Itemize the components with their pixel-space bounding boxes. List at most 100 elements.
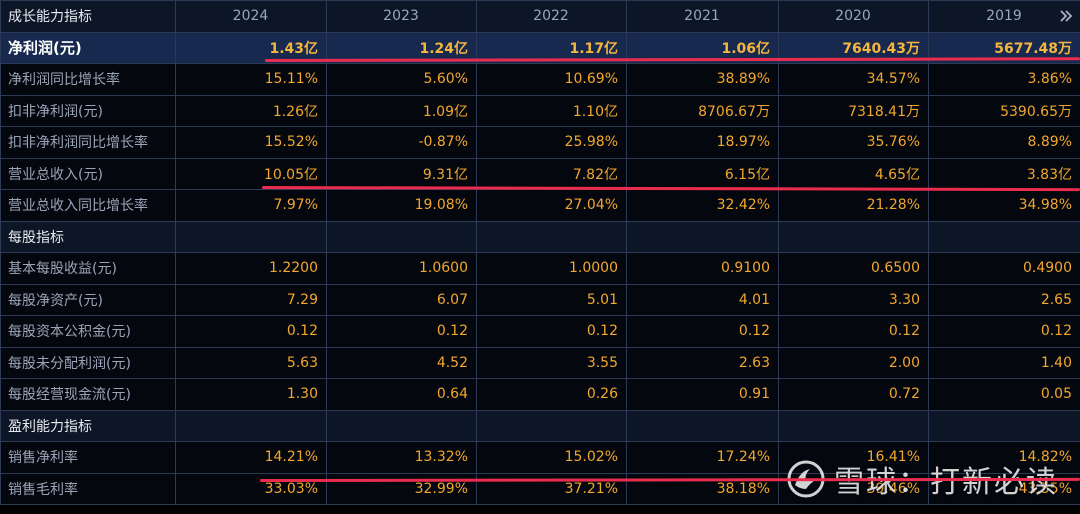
metric-label: 扣非净利润(元): [0, 94, 176, 127]
metric-label: 营业总收入(元): [0, 157, 176, 190]
metric-value-cell: 3.55: [476, 346, 627, 379]
metric-value-cell: [626, 409, 779, 442]
table-row[interactable]: 扣非净利润同比增长率 15.52% -0.87% 25.98% 18.97% 35.76%…: [0, 126, 1080, 159]
metric-value-cell: 18.97%: [626, 126, 779, 159]
metric-value-cell: 32.99%: [326, 472, 477, 505]
section-title: 盈利能力指标: [0, 409, 176, 442]
year-header[interactable]: 2022: [476, 0, 627, 33]
metric-label: 扣非净利润同比增长率: [0, 126, 176, 159]
table-title: 成长能力指标: [0, 0, 176, 33]
metric-value-cell: 5.01: [476, 283, 627, 316]
metric-value-cell: 0.12: [626, 315, 779, 348]
table-row[interactable]: 每股资本公积金(元) 0.12 0.12 0.12 0.12 0.12 0.12: [0, 315, 1080, 348]
metric-value-cell: -0.87%: [326, 126, 477, 159]
double-chevron-right-icon[interactable]: [1058, 8, 1074, 24]
metric-value-cell: 3.83亿: [928, 157, 1080, 190]
table-row[interactable]: 营业总收入同比增长率 7.97% 19.08% 27.04% 32.42% 21.28% 3…: [0, 189, 1080, 222]
table-row[interactable]: 净利润同比增长率 15.11% 5.60% 10.69% 38.89% 34.57% 3.8…: [0, 63, 1080, 96]
metric-value-cell: 10.69%: [476, 63, 627, 96]
table-row[interactable]: 基本每股收益(元) 1.2200 1.0600 1.0000 0.9100 0.6500 0…: [0, 252, 1080, 285]
metric-value-cell: 3.30: [778, 283, 929, 316]
year-header[interactable]: 2023: [326, 0, 477, 33]
metric-value-cell: 38.89%: [626, 63, 779, 96]
metric-value-cell: 0.91: [626, 378, 779, 411]
metric-value-cell: 1.40: [928, 346, 1080, 379]
metric-label: 销售净利率: [0, 441, 176, 474]
table-row[interactable]: 每股净资产(元) 7.29 6.07 5.01 4.01 3.30 2.65: [0, 283, 1080, 316]
metric-label: 每股经营现金流(元): [0, 378, 176, 411]
metric-value-cell: 4.65亿: [778, 157, 929, 190]
metric-value-cell: 15.52%: [175, 126, 327, 159]
metric-value-cell: 1.09亿: [326, 94, 477, 127]
metric-value-cell: 1.0000: [476, 252, 627, 285]
metric-value-cell: 10.05亿: [175, 157, 327, 190]
section-header-row: 每股指标: [0, 220, 1080, 253]
metric-value-cell: 35.76%: [778, 126, 929, 159]
metric-label: 每股未分配利润(元): [0, 346, 176, 379]
metric-value-cell: 2.65: [928, 283, 1080, 316]
metric-value-cell: 19.08%: [326, 189, 477, 222]
metric-value-cell: 15.02%: [476, 441, 627, 474]
metric-value-cell: 0.12: [928, 315, 1080, 348]
metric-value-cell: [326, 409, 477, 442]
metric-value-cell: 3.86%: [928, 63, 1080, 96]
metric-value-cell: 2.00: [778, 346, 929, 379]
year-header[interactable]: 2020: [778, 0, 929, 33]
table-row[interactable]: 销售净利率 14.21% 13.32% 15.02% 17.24% 16.41% 14.82…: [0, 441, 1080, 474]
watermark-text: 雪球：打新必读: [834, 465, 1058, 500]
metric-label: 每股资本公积金(元): [0, 315, 176, 348]
metric-value-cell: 0.12: [326, 315, 477, 348]
metric-value-cell: 7318.41万: [778, 94, 929, 127]
metric-value-cell: [175, 220, 327, 253]
metric-value-cell: 0.12: [175, 315, 327, 348]
table-row[interactable]: 扣非净利润(元) 1.26亿 1.09亿 1.10亿 8706.67万 7318.41万 5…: [0, 94, 1080, 127]
metric-value-cell: 5.63: [175, 346, 327, 379]
metric-label: 营业总收入同比增长率: [0, 189, 176, 222]
metric-value-cell: 27.04%: [476, 189, 627, 222]
table-row[interactable]: 每股未分配利润(元) 5.63 4.52 3.55 2.63 2.00 1.40: [0, 346, 1080, 379]
table-body: 净利润(元) 1.43亿 1.24亿 1.17亿 1.06亿 7640.43万 5677.4…: [0, 31, 1080, 505]
table-row[interactable]: 每股经营现金流(元) 1.30 0.64 0.26 0.91 0.72 0.05: [0, 378, 1080, 411]
metric-value-cell: 21.28%: [778, 189, 929, 222]
section-header-row: 盈利能力指标: [0, 409, 1080, 442]
metric-value-cell: 1.10亿: [476, 94, 627, 127]
metric-value-cell: 7.29: [175, 283, 327, 316]
metric-value-cell: 8706.67万: [626, 94, 779, 127]
metric-value-cell: 0.72: [778, 378, 929, 411]
metric-value-cell: 1.26亿: [175, 94, 327, 127]
metric-value-cell: 0.05: [928, 378, 1080, 411]
metric-value-cell: 14.82%: [928, 441, 1080, 474]
metric-value-cell: 25.98%: [476, 126, 627, 159]
metric-value-cell: 0.64: [326, 378, 477, 411]
metric-value-cell: [175, 409, 327, 442]
metric-value-cell: 0.26: [476, 378, 627, 411]
metric-value-cell: 7.82亿: [476, 157, 627, 190]
metric-value-cell: 16.41%: [778, 441, 929, 474]
metric-label: 每股净资产(元): [0, 283, 176, 316]
metric-value-cell: 1.30: [175, 378, 327, 411]
metric-label: 基本每股收益(元): [0, 252, 176, 285]
metric-value-cell: 0.9100: [626, 252, 779, 285]
metric-value-cell: 4.52: [326, 346, 477, 379]
metric-value-cell: [476, 409, 627, 442]
table-row[interactable]: 营业总收入(元) 10.05亿 9.31亿 7.82亿 6.15亿 4.65亿 3.83亿: [0, 157, 1080, 190]
metric-value-cell: 7.97%: [175, 189, 327, 222]
section-title: 每股指标: [0, 220, 176, 253]
metric-value-cell: 0.4900: [928, 252, 1080, 285]
watermark: 雪球：打新必读: [786, 456, 1076, 502]
metric-label: 净利润(元): [0, 31, 176, 64]
metric-value-cell: 4.01: [626, 283, 779, 316]
metric-value-cell: [928, 409, 1080, 442]
metric-value-cell: [476, 220, 627, 253]
year-header[interactable]: 2021: [626, 0, 779, 33]
metric-value-cell: 34.98%: [928, 189, 1080, 222]
metric-label: 净利润同比增长率: [0, 63, 176, 96]
year-header[interactable]: 2024: [175, 0, 327, 33]
metric-value-cell: 1.0600: [326, 252, 477, 285]
metric-value-cell: 0.12: [476, 315, 627, 348]
year-header[interactable]: 2019: [928, 0, 1080, 33]
metric-value-cell: 17.24%: [626, 441, 779, 474]
metric-value-cell: [778, 220, 929, 253]
metric-value-cell: 5390.65万: [928, 94, 1080, 127]
